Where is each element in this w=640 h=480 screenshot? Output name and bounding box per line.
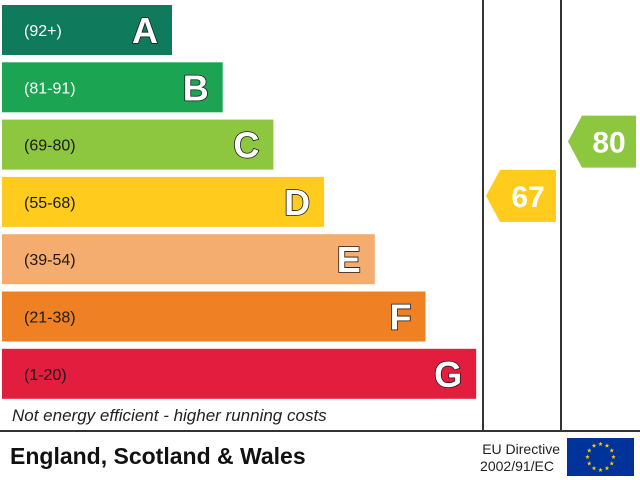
band-b-letter: B xyxy=(183,67,209,108)
band-a-bar xyxy=(2,5,172,55)
region-label: England, Scotland & Wales xyxy=(10,443,306,469)
band-c-range: (69-80) xyxy=(24,138,76,155)
column-dividers xyxy=(482,0,562,431)
band-e-range: (39-54) xyxy=(24,252,76,269)
band-d-bar xyxy=(2,176,325,227)
rating-bands: (92+) A (81-91) B (69-80) C (55-68) D (39-54) E (2… xyxy=(2,5,477,399)
band-b-range: (81-91) xyxy=(24,80,76,97)
band-e-bar xyxy=(2,234,375,285)
band-g-letter: G xyxy=(434,354,462,395)
band-c-letter: C xyxy=(233,125,259,166)
band-b-bar xyxy=(2,62,223,113)
band-f-letter: F xyxy=(390,297,412,338)
band-g-range: (1-20) xyxy=(24,367,67,384)
eu-directive-label: EU Directive xyxy=(482,441,560,457)
band-d-letter: D xyxy=(284,182,310,223)
current-rating-value: 67 xyxy=(511,181,544,214)
band-c-bar xyxy=(2,119,274,170)
band-g-bar xyxy=(2,348,477,399)
not-efficient-note: Not energy efficient - higher running co… xyxy=(12,406,327,425)
band-a-range: (92+) xyxy=(24,23,62,40)
band-a-letter: A xyxy=(132,10,158,51)
rating-arrows: 67 80 xyxy=(486,115,636,222)
band-f-range: (21-38) xyxy=(24,310,76,327)
potential-rating-arrow xyxy=(568,115,636,168)
potential-rating-value: 80 xyxy=(592,127,625,160)
band-e-letter: E xyxy=(337,239,361,280)
band-d-range: (55-68) xyxy=(24,195,76,212)
current-rating-arrow xyxy=(486,169,556,222)
eu-directive-number: 2002/91/EC xyxy=(480,458,554,474)
band-f-bar xyxy=(2,291,426,342)
eu-flag-icon xyxy=(567,438,634,476)
